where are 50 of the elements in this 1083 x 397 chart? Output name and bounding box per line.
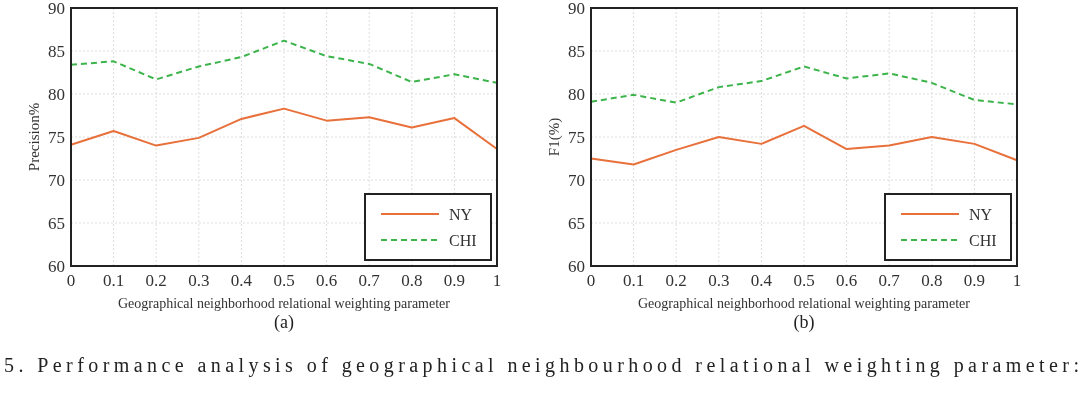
text: (a) [274, 312, 294, 333]
x-tick-label: 0.4 [750, 271, 773, 290]
y-tick-label: 75 [48, 128, 65, 147]
x-tick-label: 0.8 [921, 271, 943, 290]
y-axis-title: F1(%) [546, 117, 563, 157]
x-tick-label: 0.7 [358, 271, 381, 290]
x-tick-label: 0 [586, 271, 596, 290]
x-tick-label: 1 [492, 271, 502, 290]
y-tick-label: 60 [48, 257, 65, 276]
y-tick-label: 80 [568, 85, 585, 104]
y-tick-label: 70 [568, 171, 585, 190]
x-tick-label: 0.8 [401, 271, 423, 290]
legend-label: CHI [969, 232, 997, 249]
x-tick-label: 0.5 [793, 271, 815, 290]
legend-label: NY [449, 206, 473, 223]
x-tick-label: 0.3 [188, 271, 210, 290]
x-tick-label: 0.2 [665, 271, 687, 290]
y-tick-label: 65 [48, 214, 65, 233]
y-tick-label: 85 [568, 42, 585, 61]
line-series [70, 107, 498, 151]
x-axis-title: Geographical neighborhood relational weighting parameter [638, 296, 971, 311]
x-tick-label: 0.1 [622, 271, 645, 290]
legend-label: NY [969, 206, 993, 223]
y-tick-label: 90 [48, 0, 65, 18]
y-tick-label: 70 [48, 171, 65, 190]
x-tick-label: 0.5 [273, 271, 295, 290]
legend-label: CHI [449, 232, 477, 249]
y-tick-label: 60 [568, 257, 585, 276]
x-tick-label: 0.6 [835, 271, 858, 290]
x-tick-label: 0.6 [315, 271, 338, 290]
x-axis-title: Geographical neighborhood relational weighting parameter [118, 296, 451, 311]
x-tick-label: 0.9 [443, 271, 466, 290]
x-tick-label: 0.9 [963, 271, 986, 290]
x-tick-label: 0.7 [878, 271, 901, 290]
y-axis-title: Precision% [26, 102, 42, 172]
line-series [590, 124, 1018, 166]
text: 5. Performance analysis of geographical neighbourhood relational weighting parameter: [4, 354, 1079, 377]
line-series [70, 39, 498, 84]
x-tick-label: 0.1 [102, 271, 125, 290]
x-tick-label: 1 [1012, 271, 1022, 290]
y-tick-label: 90 [568, 0, 585, 18]
y-tick-label: 85 [48, 42, 65, 61]
y-tick-label: 75 [568, 128, 585, 147]
x-tick-label: 0.2 [145, 271, 167, 290]
y-tick-label: 65 [568, 214, 585, 233]
y-tick-label: 80 [48, 85, 65, 104]
text: (b) [793, 312, 815, 333]
x-tick-label: 0 [66, 271, 76, 290]
x-tick-label: 0.4 [230, 271, 253, 290]
x-tick-label: 0.3 [708, 271, 730, 290]
